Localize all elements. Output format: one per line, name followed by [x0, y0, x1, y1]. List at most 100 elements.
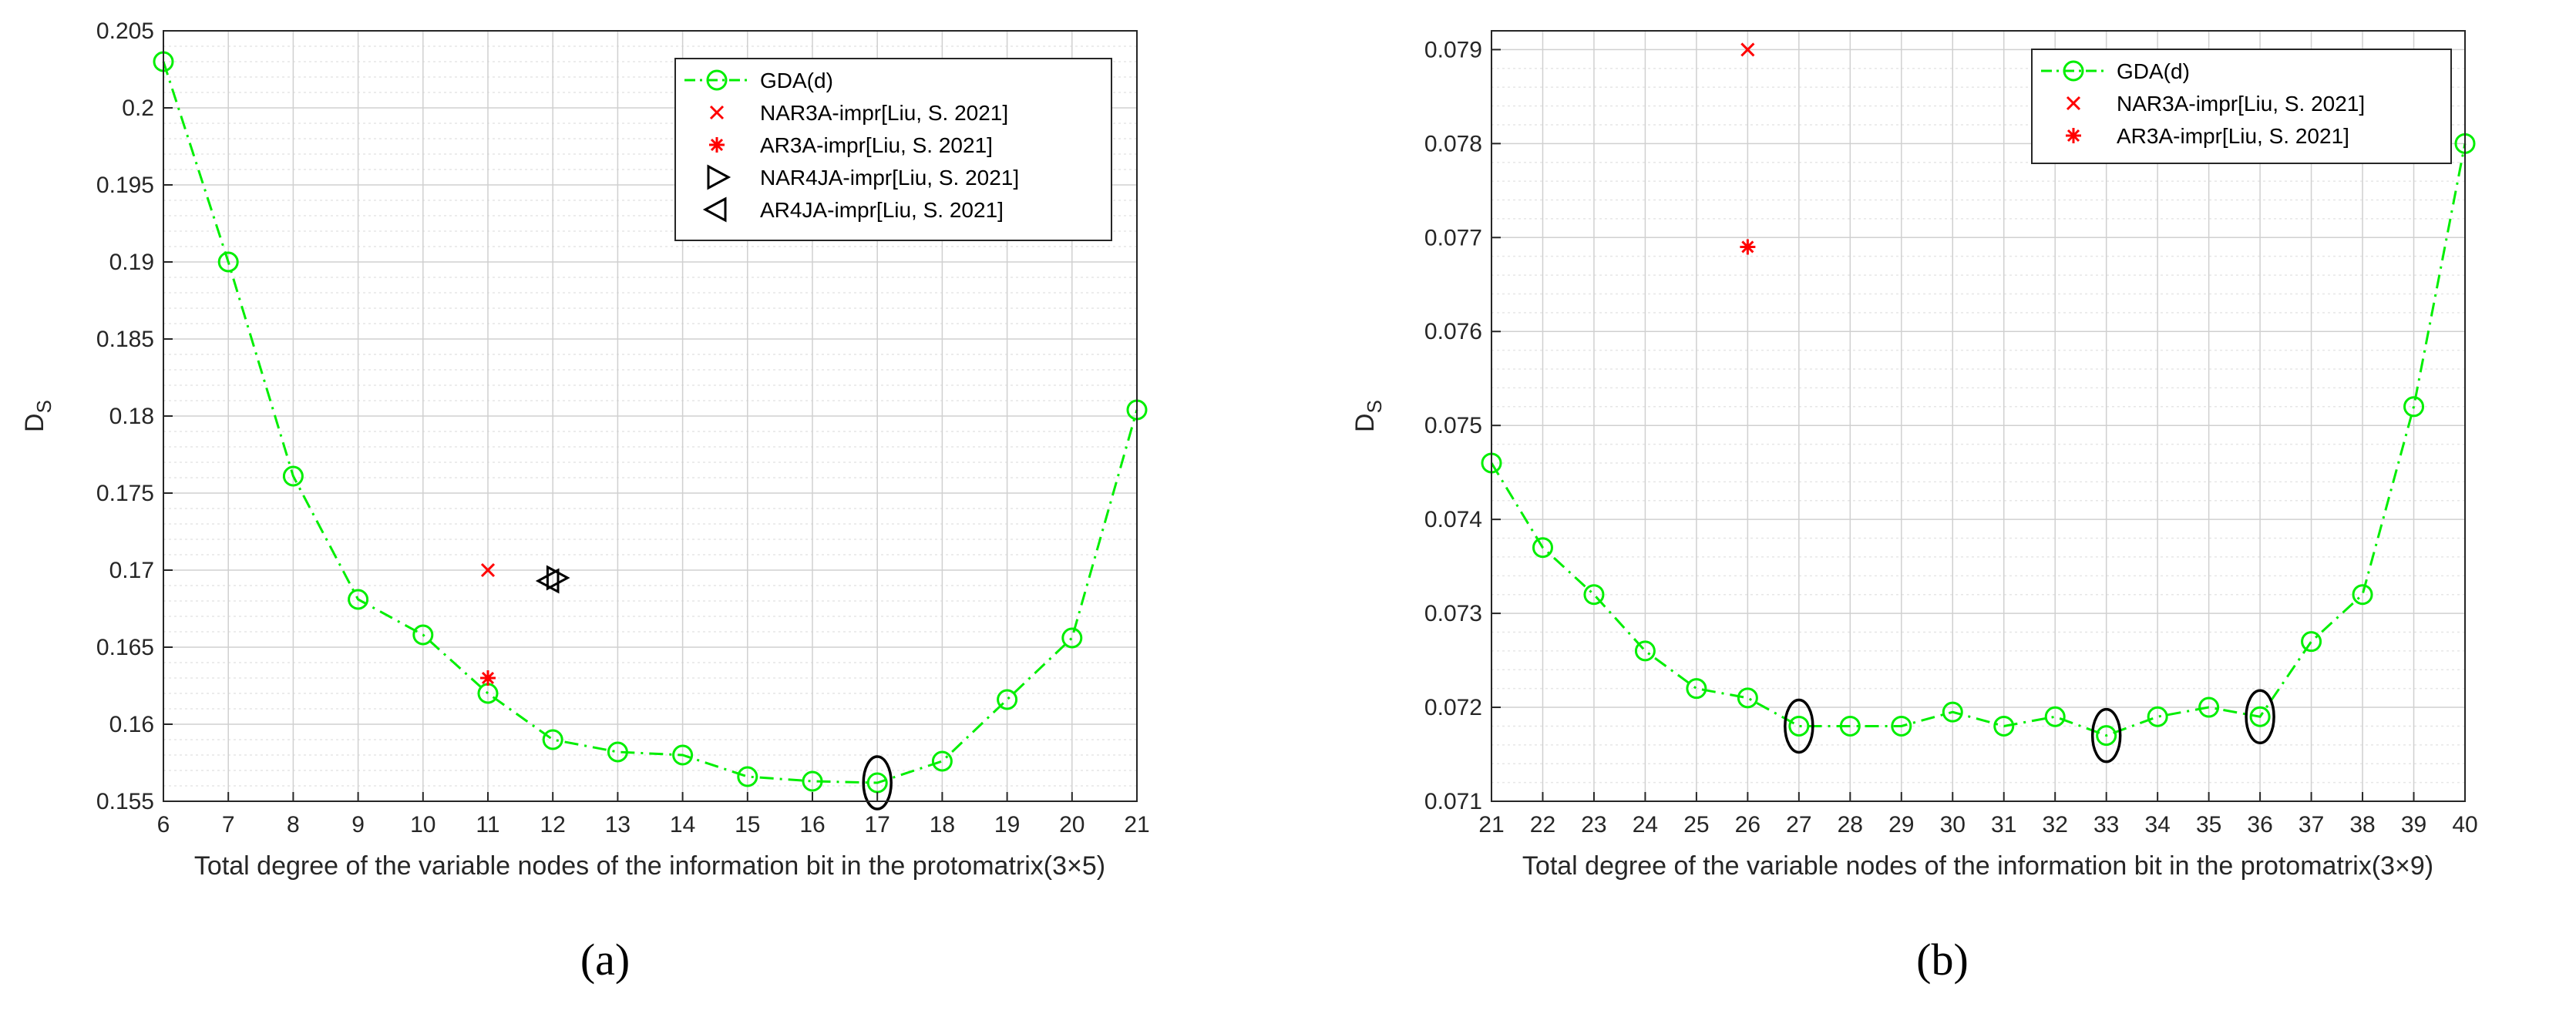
series-a-4: [535, 568, 560, 594]
legend-label-a-4: AR4JA-impr[Liu, S. 2021]: [760, 198, 1004, 222]
point-b-0-shape: [1993, 715, 2015, 737]
x-tick-label-a: 16: [799, 812, 825, 837]
point-b-0-shape: [1686, 678, 1707, 700]
point-a-4: [535, 568, 560, 594]
point-b-0-shape: [1788, 715, 1810, 737]
legend-a: GDA(d) NAR3A-impr[Liu, S. 2021] AR3A-impr[…: [674, 58, 1112, 241]
legend-marker-b-1: [2066, 96, 2081, 111]
x-tick-label-a: 19: [994, 812, 1020, 837]
y-tick-label-b: 0.079: [1424, 37, 1482, 62]
y-tick-label-a: 0.205: [96, 18, 154, 44]
point-b-0: [2147, 706, 2168, 727]
legend-entry-a-4: AR4JA-impr[Liu, S. 2021]: [702, 196, 1004, 223]
point-a-0: [997, 689, 1018, 710]
panel-label-a: (a): [580, 935, 630, 985]
gda-line-b: [1490, 143, 2467, 737]
x-tick-label-a: 15: [735, 812, 760, 837]
x-tick-label-b: 35: [2196, 812, 2221, 837]
y-axis-label-a: DS: [20, 400, 55, 432]
point-a-0-shape: [997, 689, 1018, 710]
x-tick-label-a: 7: [222, 812, 235, 837]
point-b-0: [2403, 396, 2425, 418]
point-a-0-shape: [672, 744, 694, 766]
point-b-0-shape: [2352, 584, 2373, 606]
point-b-0: [2249, 706, 2271, 727]
y-tick-label-b: 0.071: [1424, 789, 1482, 814]
point-a-0: [217, 251, 239, 273]
point-a-4-shape: [535, 568, 560, 594]
chart-panel-b: 21 22 23 24 25 26 27 28 29 30 31 32 33 34 35 36 37 38 39 40…: [1350, 30, 2478, 985]
legend-marker-a-2: [709, 137, 725, 153]
x-tick-label-b: 32: [2043, 812, 2068, 837]
y-tick-label-a: 0.17: [109, 558, 154, 583]
y-tick-label-a: 0.16: [109, 712, 154, 737]
x-tick-label-b: 37: [2299, 812, 2324, 837]
legend-marker-b-2-shape: [2066, 128, 2081, 143]
legend-marker-a-2-shape: [709, 137, 725, 153]
x-tick-label-a: 10: [410, 812, 435, 837]
point-b-0-shape: [1839, 715, 1861, 737]
x-tick-label-a: 17: [865, 812, 890, 837]
y-tick-label-b: 0.072: [1424, 695, 1482, 720]
point-b-0-shape: [2147, 706, 2168, 727]
highlight-ellipse-b: [2090, 707, 2122, 764]
x-tick-label-a: 13: [605, 812, 631, 837]
highlight-ellipse-b: [1784, 698, 1814, 754]
ticks-a: 6 7 8 9 10 11 12 13 14 15 16 17 18 19 20 21 0.155 0.16 0.1…: [96, 18, 1150, 837]
x-tick-label-a: 9: [351, 812, 365, 837]
x-tick-label-b: 31: [1991, 812, 2016, 837]
point-b-0-shape: [1942, 701, 1963, 723]
x-axis-label-a: Total degree of the variable nodes of th…: [194, 851, 1105, 881]
point-a-2-shape: [480, 670, 496, 686]
point-a-0: [412, 624, 434, 646]
x-tick-label-a: 18: [930, 812, 955, 837]
y-axis-label-main-a: D: [20, 413, 49, 432]
point-b-0: [2198, 696, 2220, 718]
x-tick-label-b: 27: [1786, 812, 1811, 837]
point-a-0: [672, 744, 694, 766]
legend-entry-a-2: AR3A-impr[Liu, S. 2021]: [709, 133, 993, 157]
legend-entry-b-2: AR3A-impr[Liu, S. 2021]: [2066, 124, 2349, 148]
x-tick-label-a: 8: [287, 812, 300, 837]
chart-panel-a: 6 7 8 9 10 11 12 13 14 15 16 17 18 19 20 21 0.155 0.16 0.1…: [20, 18, 1150, 985]
point-b-0-shape: [2249, 706, 2271, 727]
point-b-0-shape: [1634, 640, 1656, 662]
legend-label-a-1: NAR3A-impr[Liu, S. 2021]: [760, 101, 1008, 125]
x-tick-label-b: 21: [1478, 812, 1504, 837]
y-tick-label-a: 0.165: [96, 635, 154, 660]
point-b-0-shape: [2301, 631, 2322, 653]
x-tick-label-b: 28: [1838, 812, 1863, 837]
series-b-0: [1481, 133, 2476, 747]
series-layer-b: [1481, 42, 2476, 764]
gda-line-a: [162, 61, 1138, 784]
point-b-0: [1891, 715, 1912, 737]
point-b-0: [1686, 678, 1707, 700]
legend-box-a: [674, 58, 1112, 241]
y-tick-label-a: 0.155: [96, 789, 154, 814]
x-tick-label-b: 29: [1888, 812, 1914, 837]
point-a-0-shape: [282, 465, 304, 487]
point-b-0-shape: [1737, 687, 1758, 709]
legend-marker-a-0: [706, 69, 728, 91]
point-a-0-shape: [737, 766, 758, 787]
x-tick-label-a: 21: [1124, 812, 1149, 837]
point-a-0: [931, 750, 953, 772]
point-b-0-shape: [2044, 706, 2066, 727]
legend-label-a-0: GDA(d): [760, 69, 833, 92]
series-a-1: [480, 562, 496, 578]
x-tick-label-b: 24: [1633, 812, 1658, 837]
point-a-0-shape: [217, 251, 239, 273]
point-a-0-shape: [607, 741, 628, 763]
legend-marker-b-0-shape: [2063, 60, 2084, 82]
point-a-0: [607, 741, 628, 763]
point-a-0-shape: [348, 589, 369, 610]
legend-entry-a-1: NAR3A-impr[Liu, S. 2021]: [709, 101, 1008, 125]
plot-frame-b: [1491, 30, 2466, 802]
legend-marker-b-0: [2063, 60, 2084, 82]
legend-marker-a-4-shape: [702, 196, 727, 223]
x-tick-label-a: 14: [670, 812, 695, 837]
series-b-2: [1740, 239, 1756, 255]
x-tick-label-a: 11: [476, 812, 499, 837]
legend-box-b: [2031, 49, 2452, 164]
highlight-ellipse-b: [2245, 689, 2275, 744]
